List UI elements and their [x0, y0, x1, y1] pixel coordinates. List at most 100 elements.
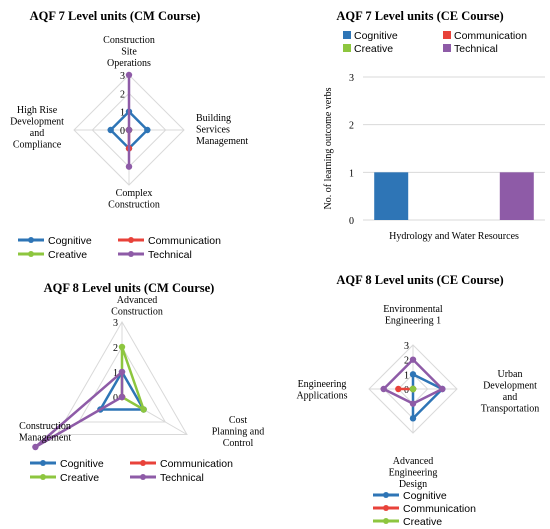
y-tick-label: 1: [349, 168, 354, 179]
axis-label: Advanced: [117, 295, 158, 306]
data-point: [380, 385, 387, 393]
bar: [374, 172, 409, 220]
legend-swatch-marker: [383, 492, 389, 498]
legend-label: Cognitive: [48, 235, 92, 247]
series-line: [99, 370, 145, 411]
axis-label: High Rise: [17, 105, 58, 116]
data-point: [125, 163, 133, 170]
data-point: [125, 71, 133, 79]
axis-label: Construction: [19, 421, 71, 432]
legend-label: Communication: [454, 30, 527, 42]
chart-title: AQF 7 Level units (CM Course): [30, 9, 201, 23]
axis-label: Engineering: [298, 379, 347, 390]
data-point: [439, 385, 446, 393]
legend-swatch-marker: [128, 237, 134, 243]
legend-label: Cognitive: [354, 30, 398, 42]
legend-swatch-marker: [383, 505, 389, 511]
data-point: [140, 406, 147, 413]
axis-label: Environmental: [383, 304, 443, 315]
data-point: [144, 126, 151, 134]
axis-label: Construction: [111, 307, 163, 318]
data-point: [409, 415, 417, 422]
chart-title: AQF 8 Level units (CE Course): [336, 273, 503, 287]
legend-label: Technical: [454, 43, 498, 55]
legend-swatch: [443, 44, 451, 52]
y-axis-label: No. of learning outcome verbs: [323, 87, 334, 209]
axis-label: Development: [10, 117, 64, 128]
tick-label: 1: [404, 370, 409, 381]
axis-label: Complex: [116, 188, 153, 199]
legend-swatch-marker: [28, 251, 34, 257]
legend-label: Creative: [48, 249, 87, 261]
axis-label: Engineering: [389, 468, 438, 479]
cm8-legend: Cognitive Communication Creative Technical: [30, 458, 233, 484]
data-point: [125, 126, 133, 134]
tick-label: 0: [404, 385, 409, 396]
legend-swatch-marker: [40, 474, 46, 480]
data-point: [409, 400, 417, 407]
tick-label: 3: [120, 71, 125, 82]
legend-swatch: [443, 31, 451, 39]
legend-swatch-marker: [28, 237, 34, 243]
axis-label: Construction: [108, 200, 160, 211]
legend-swatch-marker: [140, 460, 146, 466]
legend-label: Cognitive: [60, 458, 104, 470]
data-point: [118, 343, 126, 351]
series-line: [34, 370, 124, 449]
data-point: [118, 393, 126, 401]
tick-label: 1: [113, 368, 118, 379]
tick-label: 2: [113, 343, 118, 354]
axis-label: Transportation: [481, 404, 540, 415]
tick-label: 2: [404, 356, 409, 367]
tick-label: 1: [120, 108, 125, 119]
legend-label: Technical: [148, 249, 192, 261]
bar-legend: Cognitive Communication Creative Technical: [343, 30, 527, 55]
legend-swatch-marker: [128, 251, 134, 257]
legend-label: Creative: [60, 472, 99, 484]
axis-label: Control: [223, 438, 254, 449]
data-point: [409, 385, 417, 393]
legend-swatch: [343, 31, 351, 39]
legend-swatch-marker: [140, 474, 146, 480]
axis-label: Design: [399, 479, 427, 490]
axis-label: Development: [483, 381, 537, 392]
axis-label: Operations: [107, 58, 151, 69]
legend-label: Cognitive: [403, 490, 447, 502]
axis-label: Applications: [296, 391, 347, 402]
axis-label: Cost: [229, 415, 248, 426]
legend-label: Technical: [160, 472, 204, 484]
axis-label: and: [503, 392, 517, 403]
data-point: [107, 126, 114, 134]
tick-label: 0: [113, 393, 118, 404]
legend-swatch-marker: [383, 518, 389, 524]
tick-label: 3: [404, 341, 409, 352]
legend-swatch: [343, 44, 351, 52]
y-tick-label: 3: [349, 73, 354, 84]
data-point: [409, 371, 417, 378]
axis-label: Building: [196, 113, 231, 124]
legend-label: Communication: [160, 458, 233, 470]
axis-label: Compliance: [13, 140, 62, 151]
grid-ring: [77, 345, 167, 423]
legend-swatch-marker: [40, 460, 46, 466]
data-point: [32, 443, 39, 451]
axis-label: and: [30, 128, 44, 139]
chart-title: AQF 7 Level units (CE Course): [336, 9, 503, 23]
axis-label: Urban: [498, 369, 523, 380]
y-tick-label: 2: [349, 121, 354, 132]
legend-label: Communication: [148, 235, 221, 247]
axis-label: Construction: [103, 35, 155, 46]
axis-label: Management: [196, 136, 248, 147]
tick-label: 0: [120, 126, 125, 137]
data-point: [409, 356, 417, 363]
cm7-legend: Cognitive Communication Creative Technical: [18, 235, 221, 261]
y-tick-label: 0: [349, 216, 354, 227]
chart-title: AQF 8 Level units (CM Course): [44, 281, 215, 295]
tick-label: 3: [113, 318, 118, 329]
axis-label: Site: [121, 47, 137, 58]
x-category-label: Hydrology and Water Resources: [389, 231, 519, 242]
legend-label: Creative: [354, 43, 393, 55]
axis-label: Planning and: [212, 427, 265, 438]
